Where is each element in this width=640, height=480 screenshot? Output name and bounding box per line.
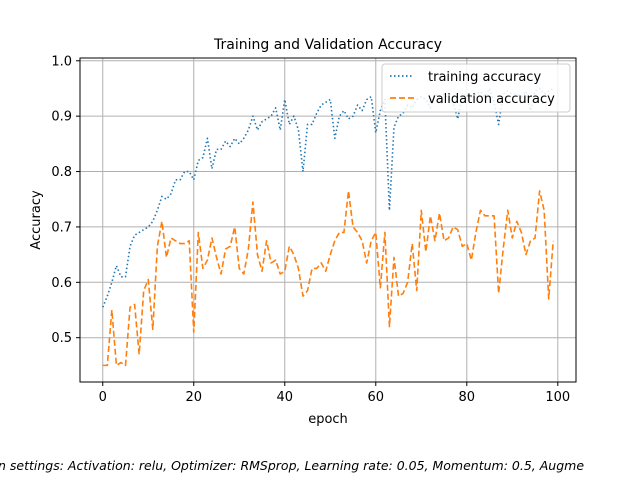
series-line-validation-accuracy [102, 190, 555, 367]
y-tick-label: 0.6 [51, 276, 72, 291]
x-axis-label: epoch [308, 412, 348, 427]
x-tick-label: 80 [459, 390, 476, 405]
chart-title: Training and Validation Accuracy [213, 37, 442, 53]
y-tick-label: 1.0 [51, 54, 72, 69]
x-tick-label: 20 [185, 390, 202, 405]
y-tick-label: 0.9 [51, 110, 72, 125]
x-tick-label: 60 [368, 390, 385, 405]
legend-validation-label: validation accuracy [428, 92, 555, 107]
x-tick-label: 100 [545, 390, 570, 405]
x-tick-label: 40 [276, 390, 293, 405]
y-axis-label: Accuracy [29, 190, 44, 250]
x-axis-ticks: 0 20 40 60 80 100 [99, 382, 570, 405]
figure-caption: n settings: Activation: relu, Optimizer:… [0, 458, 584, 473]
y-tick-label: 0.8 [51, 165, 72, 180]
plot-frame [79, 57, 577, 383]
legend-training-label: training accuracy [428, 70, 541, 85]
y-tick-label: 0.7 [51, 220, 72, 235]
y-axis-ticks: 0.5 0.6 0.7 0.8 0.9 1.0 [51, 54, 80, 346]
legend: training accuracy validation accuracy [381, 63, 571, 113]
y-tick-label: 0.5 [51, 331, 72, 346]
x-tick-label: 0 [99, 390, 107, 405]
legend-box [381, 63, 571, 113]
